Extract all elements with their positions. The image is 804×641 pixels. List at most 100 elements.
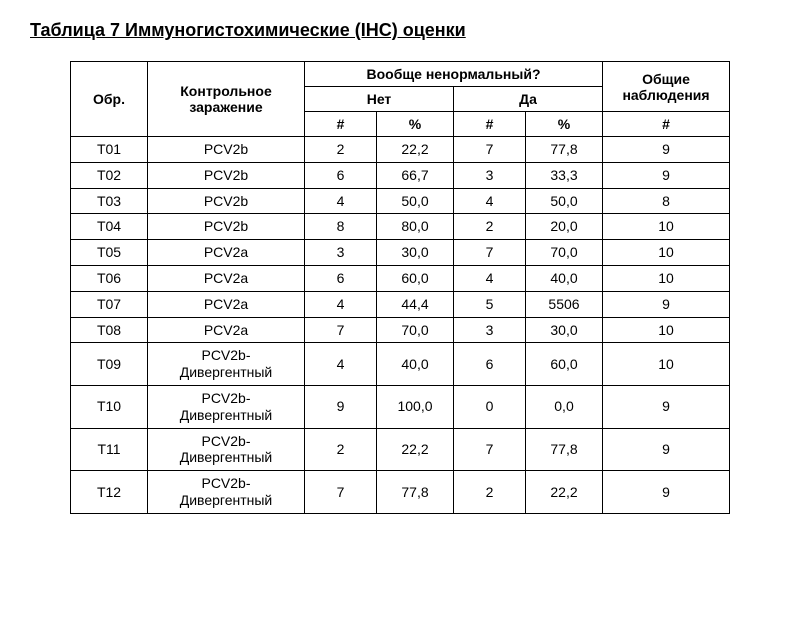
cell-no-pct: 40,0 <box>377 343 454 386</box>
cell-no-count: 3 <box>305 240 377 266</box>
cell-obr: T08 <box>71 317 148 343</box>
cell-no-pct: 66,7 <box>377 162 454 188</box>
cell-challenge: PCV2b <box>148 188 305 214</box>
cell-no-count: 9 <box>305 385 377 428</box>
table-row: T02PCV2b666,7333,39 <box>71 162 730 188</box>
header-obs-count: # <box>603 112 730 137</box>
cell-challenge: PCV2b-Дивергентный <box>148 385 305 428</box>
cell-no-pct: 30,0 <box>377 240 454 266</box>
table-row: T10PCV2b-Дивергентный9100,000,09 <box>71 385 730 428</box>
cell-challenge: PCV2b <box>148 137 305 163</box>
cell-yes-pct: 0,0 <box>526 385 603 428</box>
cell-obs: 9 <box>603 137 730 163</box>
cell-challenge: PCV2a <box>148 317 305 343</box>
cell-no-pct: 22,2 <box>377 428 454 471</box>
table-row: T12PCV2b-Дивергентный777,8222,29 <box>71 471 730 514</box>
cell-yes-count: 3 <box>454 317 526 343</box>
table-row: T07PCV2a444,4555069 <box>71 291 730 317</box>
table-row: T06PCV2a660,0440,010 <box>71 265 730 291</box>
cell-no-count: 7 <box>305 471 377 514</box>
ihc-table: Обр. Контрольное заражение Вообще ненорм… <box>70 61 730 514</box>
table-row: T04PCV2b880,0220,010 <box>71 214 730 240</box>
header-obs: Общие наблюдения <box>603 62 730 112</box>
cell-yes-pct: 77,8 <box>526 428 603 471</box>
cell-obs: 10 <box>603 343 730 386</box>
cell-yes-pct: 50,0 <box>526 188 603 214</box>
cell-challenge: PCV2b-Дивергентный <box>148 471 305 514</box>
cell-no-pct: 22,2 <box>377 137 454 163</box>
cell-challenge: PCV2a <box>148 240 305 266</box>
cell-no-pct: 44,4 <box>377 291 454 317</box>
cell-no-count: 4 <box>305 343 377 386</box>
cell-obr: T02 <box>71 162 148 188</box>
cell-yes-pct: 77,8 <box>526 137 603 163</box>
cell-challenge: PCV2a <box>148 291 305 317</box>
table-row: T01PCV2b222,2777,89 <box>71 137 730 163</box>
cell-obs: 10 <box>603 265 730 291</box>
table-row: T09PCV2b-Дивергентный440,0660,010 <box>71 343 730 386</box>
cell-obs: 9 <box>603 428 730 471</box>
cell-challenge: PCV2b-Дивергентный <box>148 343 305 386</box>
cell-obs: 9 <box>603 291 730 317</box>
table-row: T03PCV2b450,0450,08 <box>71 188 730 214</box>
cell-challenge: PCV2b <box>148 214 305 240</box>
table-title: Таблица 7 Иммуногистохимические (IHC) оц… <box>30 20 774 41</box>
cell-yes-count: 3 <box>454 162 526 188</box>
cell-yes-count: 5 <box>454 291 526 317</box>
cell-no-pct: 50,0 <box>377 188 454 214</box>
cell-yes-pct: 22,2 <box>526 471 603 514</box>
cell-obs: 9 <box>603 162 730 188</box>
header-yes-pct: % <box>526 112 603 137</box>
cell-yes-pct: 70,0 <box>526 240 603 266</box>
cell-obr: T05 <box>71 240 148 266</box>
cell-obr: T12 <box>71 471 148 514</box>
cell-no-pct: 77,8 <box>377 471 454 514</box>
cell-no-count: 2 <box>305 428 377 471</box>
header-challenge: Контрольное заражение <box>148 62 305 137</box>
cell-yes-pct: 20,0 <box>526 214 603 240</box>
header-no-pct: % <box>377 112 454 137</box>
cell-yes-pct: 60,0 <box>526 343 603 386</box>
cell-obr: T04 <box>71 214 148 240</box>
cell-no-pct: 100,0 <box>377 385 454 428</box>
cell-no-count: 6 <box>305 265 377 291</box>
cell-yes-count: 2 <box>454 471 526 514</box>
cell-yes-count: 4 <box>454 188 526 214</box>
header-no: Нет <box>305 87 454 112</box>
header-yes: Да <box>454 87 603 112</box>
cell-obr: T06 <box>71 265 148 291</box>
cell-obs: 10 <box>603 317 730 343</box>
cell-yes-count: 2 <box>454 214 526 240</box>
cell-yes-pct: 30,0 <box>526 317 603 343</box>
cell-obr: T07 <box>71 291 148 317</box>
cell-challenge: PCV2b-Дивергентный <box>148 428 305 471</box>
cell-obs: 10 <box>603 240 730 266</box>
cell-no-pct: 70,0 <box>377 317 454 343</box>
cell-challenge: PCV2a <box>148 265 305 291</box>
table-row: T08PCV2a770,0330,010 <box>71 317 730 343</box>
cell-obs: 9 <box>603 471 730 514</box>
cell-yes-pct: 33,3 <box>526 162 603 188</box>
cell-obs: 9 <box>603 385 730 428</box>
cell-yes-count: 4 <box>454 265 526 291</box>
cell-no-count: 2 <box>305 137 377 163</box>
cell-obr: T09 <box>71 343 148 386</box>
header-yes-count: # <box>454 112 526 137</box>
cell-no-count: 6 <box>305 162 377 188</box>
cell-yes-count: 7 <box>454 240 526 266</box>
cell-obs: 10 <box>603 214 730 240</box>
cell-obr: T01 <box>71 137 148 163</box>
cell-no-count: 4 <box>305 291 377 317</box>
cell-obr: T03 <box>71 188 148 214</box>
cell-obs: 8 <box>603 188 730 214</box>
cell-no-pct: 60,0 <box>377 265 454 291</box>
cell-yes-count: 6 <box>454 343 526 386</box>
cell-yes-count: 0 <box>454 385 526 428</box>
header-no-count: # <box>305 112 377 137</box>
table-row: T11PCV2b-Дивергентный222,2777,89 <box>71 428 730 471</box>
cell-no-pct: 80,0 <box>377 214 454 240</box>
cell-obr: T10 <box>71 385 148 428</box>
cell-no-count: 8 <box>305 214 377 240</box>
cell-no-count: 7 <box>305 317 377 343</box>
header-abnormal: Вообще ненормальный? <box>305 62 603 87</box>
